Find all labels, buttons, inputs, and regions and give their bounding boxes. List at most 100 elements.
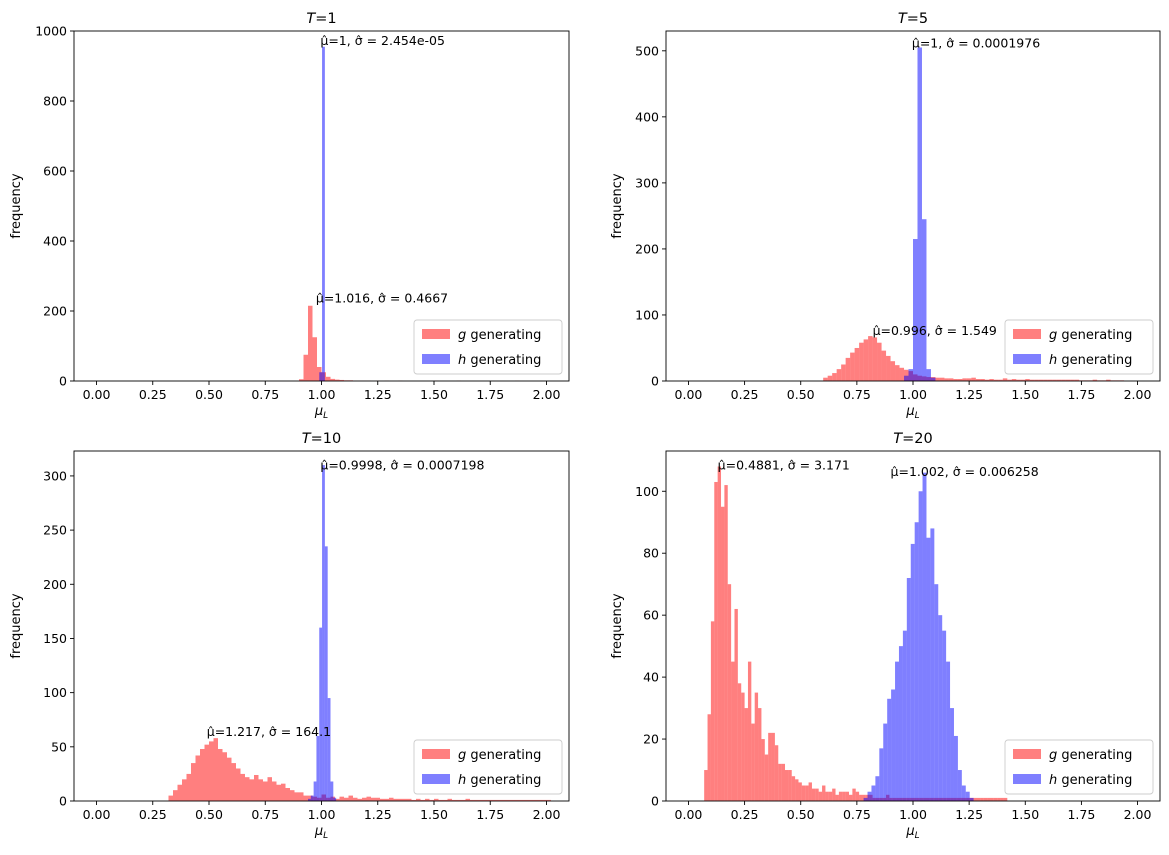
legend-label-variable: g	[458, 748, 466, 763]
title-variable: T	[893, 431, 903, 447]
histogram-bar	[1038, 379, 1044, 381]
histogram-bar	[218, 748, 223, 801]
histogram-bar	[398, 798, 403, 801]
histogram-bar	[764, 754, 769, 801]
x-tick-label: 0.50	[787, 387, 815, 402]
x-axis-label-symbol: μ	[314, 404, 323, 419]
y-tick-label: 0	[59, 794, 67, 809]
y-tick-label: 40	[643, 670, 659, 685]
x-tick-label: 0.25	[139, 387, 167, 402]
histogram-bar	[537, 799, 542, 801]
histogram-bar	[200, 748, 205, 801]
histogram-bar	[987, 797, 991, 801]
histogram-bar	[965, 791, 970, 801]
histogram-bar	[542, 799, 547, 801]
legend-label-text: generating	[466, 328, 541, 343]
histogram-bar	[946, 661, 951, 801]
histogram-bar	[353, 797, 358, 801]
subplot-title: T=10	[302, 431, 341, 447]
histogram-bar	[906, 577, 911, 801]
legend-label: h generating	[458, 353, 541, 368]
y-axis-label: frequency	[9, 173, 24, 239]
histogram-bar	[930, 528, 935, 801]
histogram-bar	[452, 799, 457, 801]
legend-label-text: generating	[1057, 328, 1132, 343]
histogram-bar	[904, 375, 909, 381]
histogram-bar	[908, 369, 913, 381]
histogram-bar	[785, 770, 789, 801]
histogram-bar	[863, 797, 868, 801]
histogram-bar	[227, 757, 232, 801]
histogram-bar	[186, 773, 191, 801]
histogram-bar	[447, 798, 452, 801]
histogram-bar	[849, 794, 853, 801]
x-axis-label-subscript: L	[323, 411, 328, 421]
histogram-bar	[953, 379, 958, 381]
histogram-bar	[811, 788, 816, 801]
x-axis-label-symbol: μ	[905, 824, 914, 839]
histogram-bar	[1047, 379, 1053, 381]
histogram-bar	[1025, 379, 1030, 381]
legend-label: g generating	[458, 748, 541, 763]
histogram-bar	[483, 799, 488, 801]
histogram-bar	[366, 796, 371, 801]
x-tick-label: 1.50	[420, 807, 448, 822]
histogram-bar	[822, 785, 826, 801]
histogram-bar	[1007, 379, 1012, 381]
y-tick-label: 400	[635, 109, 659, 124]
histogram-bar	[1065, 379, 1071, 381]
histogram-bar	[948, 378, 954, 381]
y-tick-label: 80	[643, 546, 659, 561]
stat-annotation: μ̂=1.002, σ̂ = 0.006258	[891, 464, 1039, 479]
histogram-bar	[818, 791, 823, 801]
x-tick-label: 2.00	[1124, 807, 1152, 822]
histogram-bar	[805, 785, 809, 801]
histogram-bar	[411, 799, 416, 801]
x-tick-label: 1.50	[1011, 387, 1039, 402]
series-h	[863, 472, 974, 801]
histogram-bar	[240, 773, 245, 801]
histogram-bar	[308, 795, 313, 801]
histogram-bar	[887, 698, 892, 801]
histogram-bar	[249, 779, 254, 801]
histogram-bar	[357, 798, 362, 801]
histogram-bar	[324, 546, 328, 801]
histogram-bar	[173, 790, 178, 801]
x-tick-label: 0.25	[731, 387, 759, 402]
histogram-bar	[934, 584, 939, 801]
histogram-bar	[913, 239, 918, 381]
histogram-bar	[335, 379, 340, 381]
histogram-bar	[420, 799, 425, 801]
subplot-3: 0.00 0.25 0.50 0.75 1.00 1.25 1.50 1.75 2.00 0 20 4…	[610, 431, 1161, 841]
histogram-bar	[971, 377, 976, 381]
series-g	[704, 466, 1008, 801]
histogram-bar	[339, 796, 344, 801]
histogram-bar	[845, 791, 850, 801]
histogram-bar	[375, 797, 380, 801]
histogram-bar	[788, 770, 792, 801]
histogram-bar	[416, 798, 421, 801]
y-tick-label: 20	[643, 732, 659, 747]
histogram-bar	[966, 378, 972, 381]
histogram-bar	[327, 698, 331, 801]
title-variable: T	[898, 11, 908, 27]
y-tick-label: 500	[635, 43, 659, 58]
histogram-bar	[957, 379, 963, 381]
histogram-bar	[910, 543, 915, 801]
y-tick-label: 0	[651, 794, 659, 809]
subplot-title: T=5	[898, 11, 928, 27]
series-h	[308, 465, 337, 801]
y-tick-label: 60	[643, 608, 659, 623]
title-value: =5	[907, 11, 928, 27]
x-tick-label: 0.00	[83, 807, 111, 822]
y-tick-label: 300	[635, 175, 659, 190]
legend-label-text: generating	[1057, 748, 1132, 763]
histogram-bar	[993, 797, 998, 801]
histogram-bar	[950, 708, 954, 801]
histogram-bar	[1043, 379, 1048, 381]
histogram-bar	[921, 219, 927, 381]
histogram-bar	[303, 354, 308, 381]
histogram-bar	[384, 798, 389, 801]
histogram-bar	[724, 485, 728, 801]
